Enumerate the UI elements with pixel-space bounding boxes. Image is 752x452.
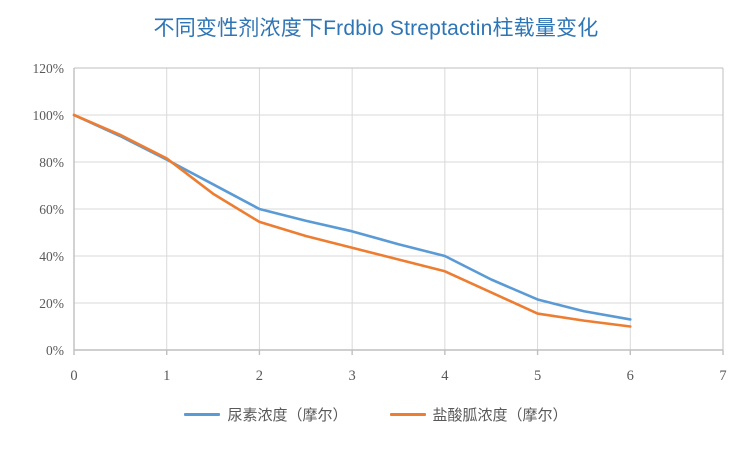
legend-label-urea: 尿素浓度（摩尔） (227, 407, 348, 424)
svg-text:0%: 0% (46, 343, 64, 358)
y-axis-tick-labels: 0% 20% 40% 60% 80% 100% 120% (33, 61, 65, 358)
svg-text:40%: 40% (39, 249, 64, 264)
legend-item-urea[interactable]: 尿素浓度（摩尔） (184, 404, 348, 425)
x-axis-tick-labels: 0 1 2 3 4 5 6 7 (70, 368, 726, 384)
svg-text:7: 7 (719, 368, 726, 384)
series-line-1 (72, 113, 632, 328)
data-series-lines (72, 113, 632, 328)
svg-text:80%: 80% (39, 155, 64, 170)
svg-text:100%: 100% (33, 108, 65, 123)
svg-text:6: 6 (627, 368, 634, 384)
legend-item-guanidine[interactable]: 盐酸胍浓度（摩尔） (389, 404, 568, 425)
svg-text:5: 5 (534, 368, 541, 384)
legend-label-guanidine: 盐酸胍浓度（摩尔） (432, 407, 568, 424)
svg-text:1: 1 (163, 368, 170, 384)
svg-text:20%: 20% (39, 296, 64, 311)
svg-text:120%: 120% (33, 61, 65, 76)
svg-text:2: 2 (256, 368, 263, 384)
legend-color-swatch-blue (184, 413, 221, 416)
svg-text:0: 0 (70, 368, 77, 384)
gridlines (73, 67, 724, 351)
svg-text:3: 3 (349, 368, 356, 384)
chart-legend: 尿素浓度（摩尔） 盐酸胍浓度（摩尔） (0, 404, 752, 425)
legend-color-swatch-orange (389, 413, 426, 416)
svg-text:60%: 60% (39, 202, 64, 217)
axis-lines (73, 67, 724, 355)
svg-text:4: 4 (441, 368, 449, 384)
chart-title: 不同变性剂浓度下Frdbio Streptactin柱载量变化 (153, 17, 599, 40)
